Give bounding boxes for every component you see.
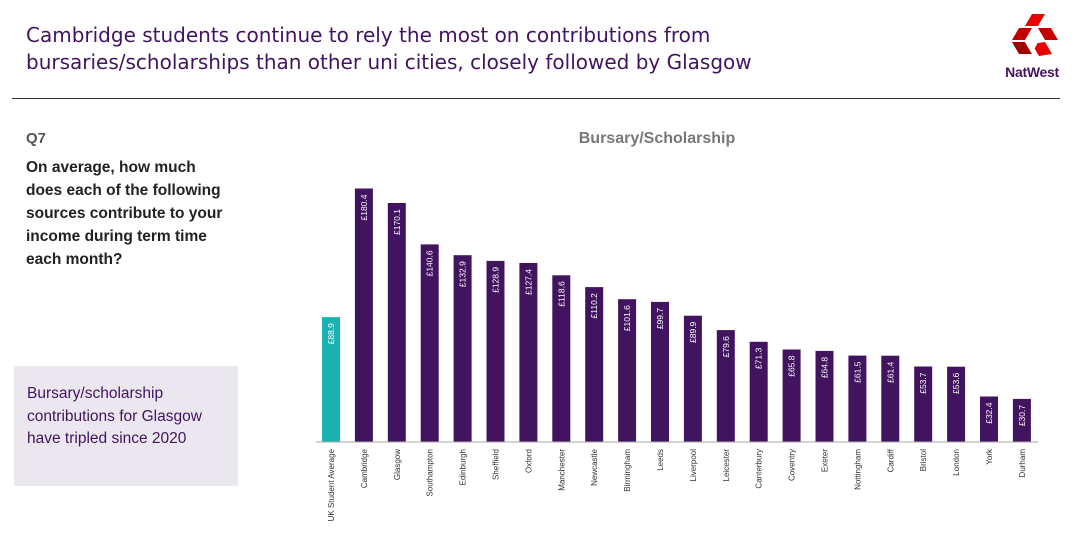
bar-value-label: £110.2 [589,293,599,319]
logo-text: NatWest [1005,64,1059,80]
category-label: Nottingham [853,449,862,490]
bar-value-label: £127.4 [523,269,533,295]
bar-chart-svg: Bursary/Scholarship £88.9 UK Student Aver… [316,130,1038,521]
bar-value-label: £132.9 [458,261,468,287]
category-label: Edinburgh [459,449,468,485]
bar-uk-student-average [322,317,340,442]
bar-newcastle [585,287,604,442]
category-label: Canterbury [755,449,764,489]
bar-leeds [651,301,669,442]
category-label: Birmingham [623,449,632,492]
natwest-cubes-icon [1012,14,1058,56]
bar-value-label: £118.6 [556,281,566,307]
bar-sheffield [486,260,505,442]
bar-exeter [815,350,834,442]
bar-value-label: £79.6 [721,336,731,358]
bar-manchester [552,275,571,442]
category-label: Southampton [426,449,435,497]
category-label: Manchester [557,449,566,491]
category-label: London [952,449,961,476]
bar-value-label: £32.4 [984,402,994,424]
category-label: Sheffield [492,449,501,480]
bar-bristol [914,366,933,442]
bar-coventry [782,349,801,442]
bar-value-label: £61.5 [852,361,862,383]
bar-value-label: £53.7 [918,372,928,394]
category-label: Leicester [722,449,731,482]
bar-value-label: £170.1 [392,209,402,235]
category-label: Liverpool [689,449,698,482]
category-label: Durham [1018,449,1027,478]
bar-value-label: £128.9 [491,267,501,293]
callout-text: Bursary/scholarship contributions for Gl… [27,385,202,447]
bar-liverpool [683,315,702,442]
category-label: Cardiff [886,448,895,472]
category-label: York [985,448,994,465]
bar-york [980,396,998,442]
chart-title: Bursary/Scholarship [579,130,736,147]
category-label: Glasgow [393,449,402,480]
bar-value-label: £61.4 [885,361,895,383]
headline: Cambridge students continue to rely the … [26,23,752,74]
bar-nottingham [848,355,867,442]
bar-value-label: £64.8 [820,357,830,379]
bar-chart: Bursary/Scholarship £88.9 UK Student Aver… [300,118,1070,550]
bar-value-label: £180.4 [359,194,369,220]
bar-london [947,366,966,442]
bar-leicester [716,330,735,442]
bar-value-label: £99.7 [655,308,665,330]
category-label: Bristol [919,449,928,471]
category-label: Leeds [656,449,665,471]
bar-value-label: £71.3 [754,348,764,370]
category-label: Cambridge [360,448,369,488]
question-number: Q7 [26,130,47,147]
bar-birmingham [618,299,637,442]
bar-value-label: £65.8 [787,355,797,377]
category-label: Newcastle [590,448,599,485]
bar-southampton [420,244,439,442]
callout-box: Bursary/scholarship contributions for Gl… [14,366,238,486]
bar-value-label: £88.9 [326,323,336,345]
bar-value-label: £101.6 [622,305,632,331]
bars-group: £88.9 UK Student Average £180.4 Cambridge £1… [322,188,1031,521]
bar-durham [1012,398,1031,442]
bar-canterbury [749,341,768,442]
question-text: On average, how much does each of the fo… [26,159,223,268]
natwest-logo: NatWest [996,12,1068,84]
bar-glasgow [387,203,406,442]
category-label: UK Student Average [327,448,336,521]
bar-value-label: £53.6 [951,372,961,394]
bar-value-label: £30.7 [1017,405,1027,427]
header-divider [12,98,1060,99]
bar-cambridge [354,188,373,442]
category-label: Coventry [788,449,797,481]
bar-edinburgh [453,255,472,442]
category-label: Oxford [524,449,533,473]
bar-value-label: £140.6 [425,250,435,276]
category-label: Exeter [821,449,830,472]
bar-cardiff [881,355,900,442]
bar-value-label: £89.9 [688,321,698,343]
bar-oxford [519,263,538,442]
